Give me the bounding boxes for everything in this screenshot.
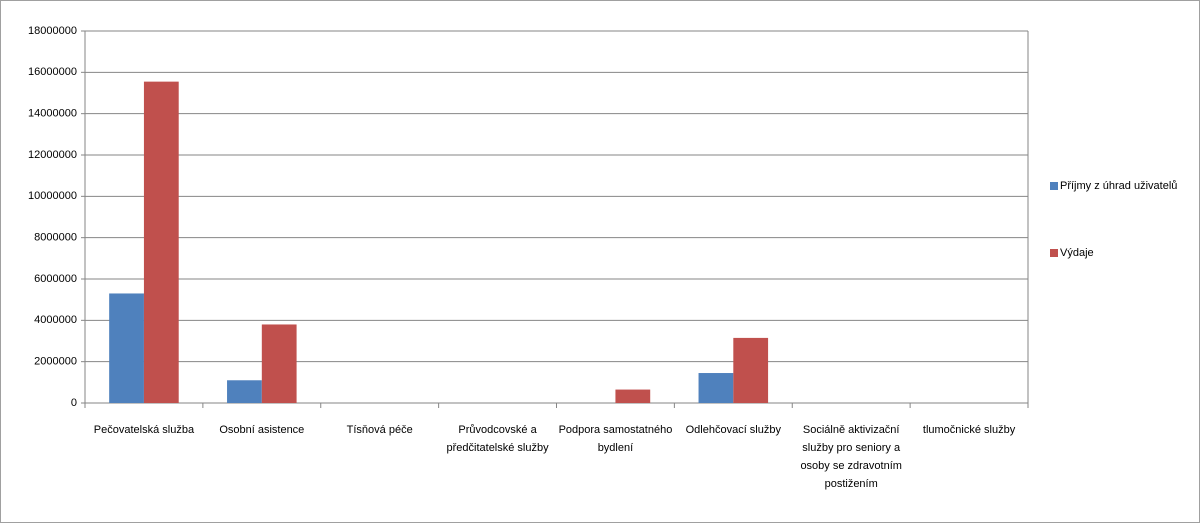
legend-swatch <box>1050 182 1058 190</box>
y-tick-label: 6000000 <box>34 273 77 285</box>
x-tick-label: Pečovatelská služba <box>93 424 195 436</box>
legend-label: Výdaje <box>1060 247 1094 259</box>
y-tick-label: 4000000 <box>34 314 77 326</box>
x-tick-label: Sociálně aktivizační služby pro seniory … <box>800 424 902 490</box>
x-tick-label: Osobní asistence <box>219 424 305 436</box>
x-tick-label: Podpora samostatného bydlení <box>558 424 673 454</box>
x-tick-label: Tísňová péče <box>346 424 413 436</box>
bar <box>733 337 769 403</box>
legend-swatch <box>1050 249 1058 257</box>
y-tick-label: 2000000 <box>34 356 77 368</box>
bar <box>615 389 651 403</box>
legend-label: Příjmy z úhrad uživatelů <box>1060 180 1177 192</box>
bar <box>261 324 297 403</box>
y-tick-label: 10000000 <box>28 190 77 202</box>
y-tick-label: 0 <box>71 397 77 409</box>
x-tick-label: tlumočnické služby <box>922 424 1016 436</box>
bar <box>227 380 262 403</box>
y-tick-label: 16000000 <box>28 66 77 78</box>
bar <box>109 293 144 403</box>
y-tick-label: 18000000 <box>28 25 77 37</box>
x-tick-label: Průvodcovské a předčitatelské služby <box>446 424 549 454</box>
y-tick-label: 12000000 <box>28 149 77 161</box>
bar <box>143 81 179 403</box>
x-tick-label: Odlehčovací služby <box>685 424 781 436</box>
y-tick-label: 8000000 <box>34 232 77 244</box>
y-tick-label: 14000000 <box>28 108 77 120</box>
bar <box>698 373 734 403</box>
